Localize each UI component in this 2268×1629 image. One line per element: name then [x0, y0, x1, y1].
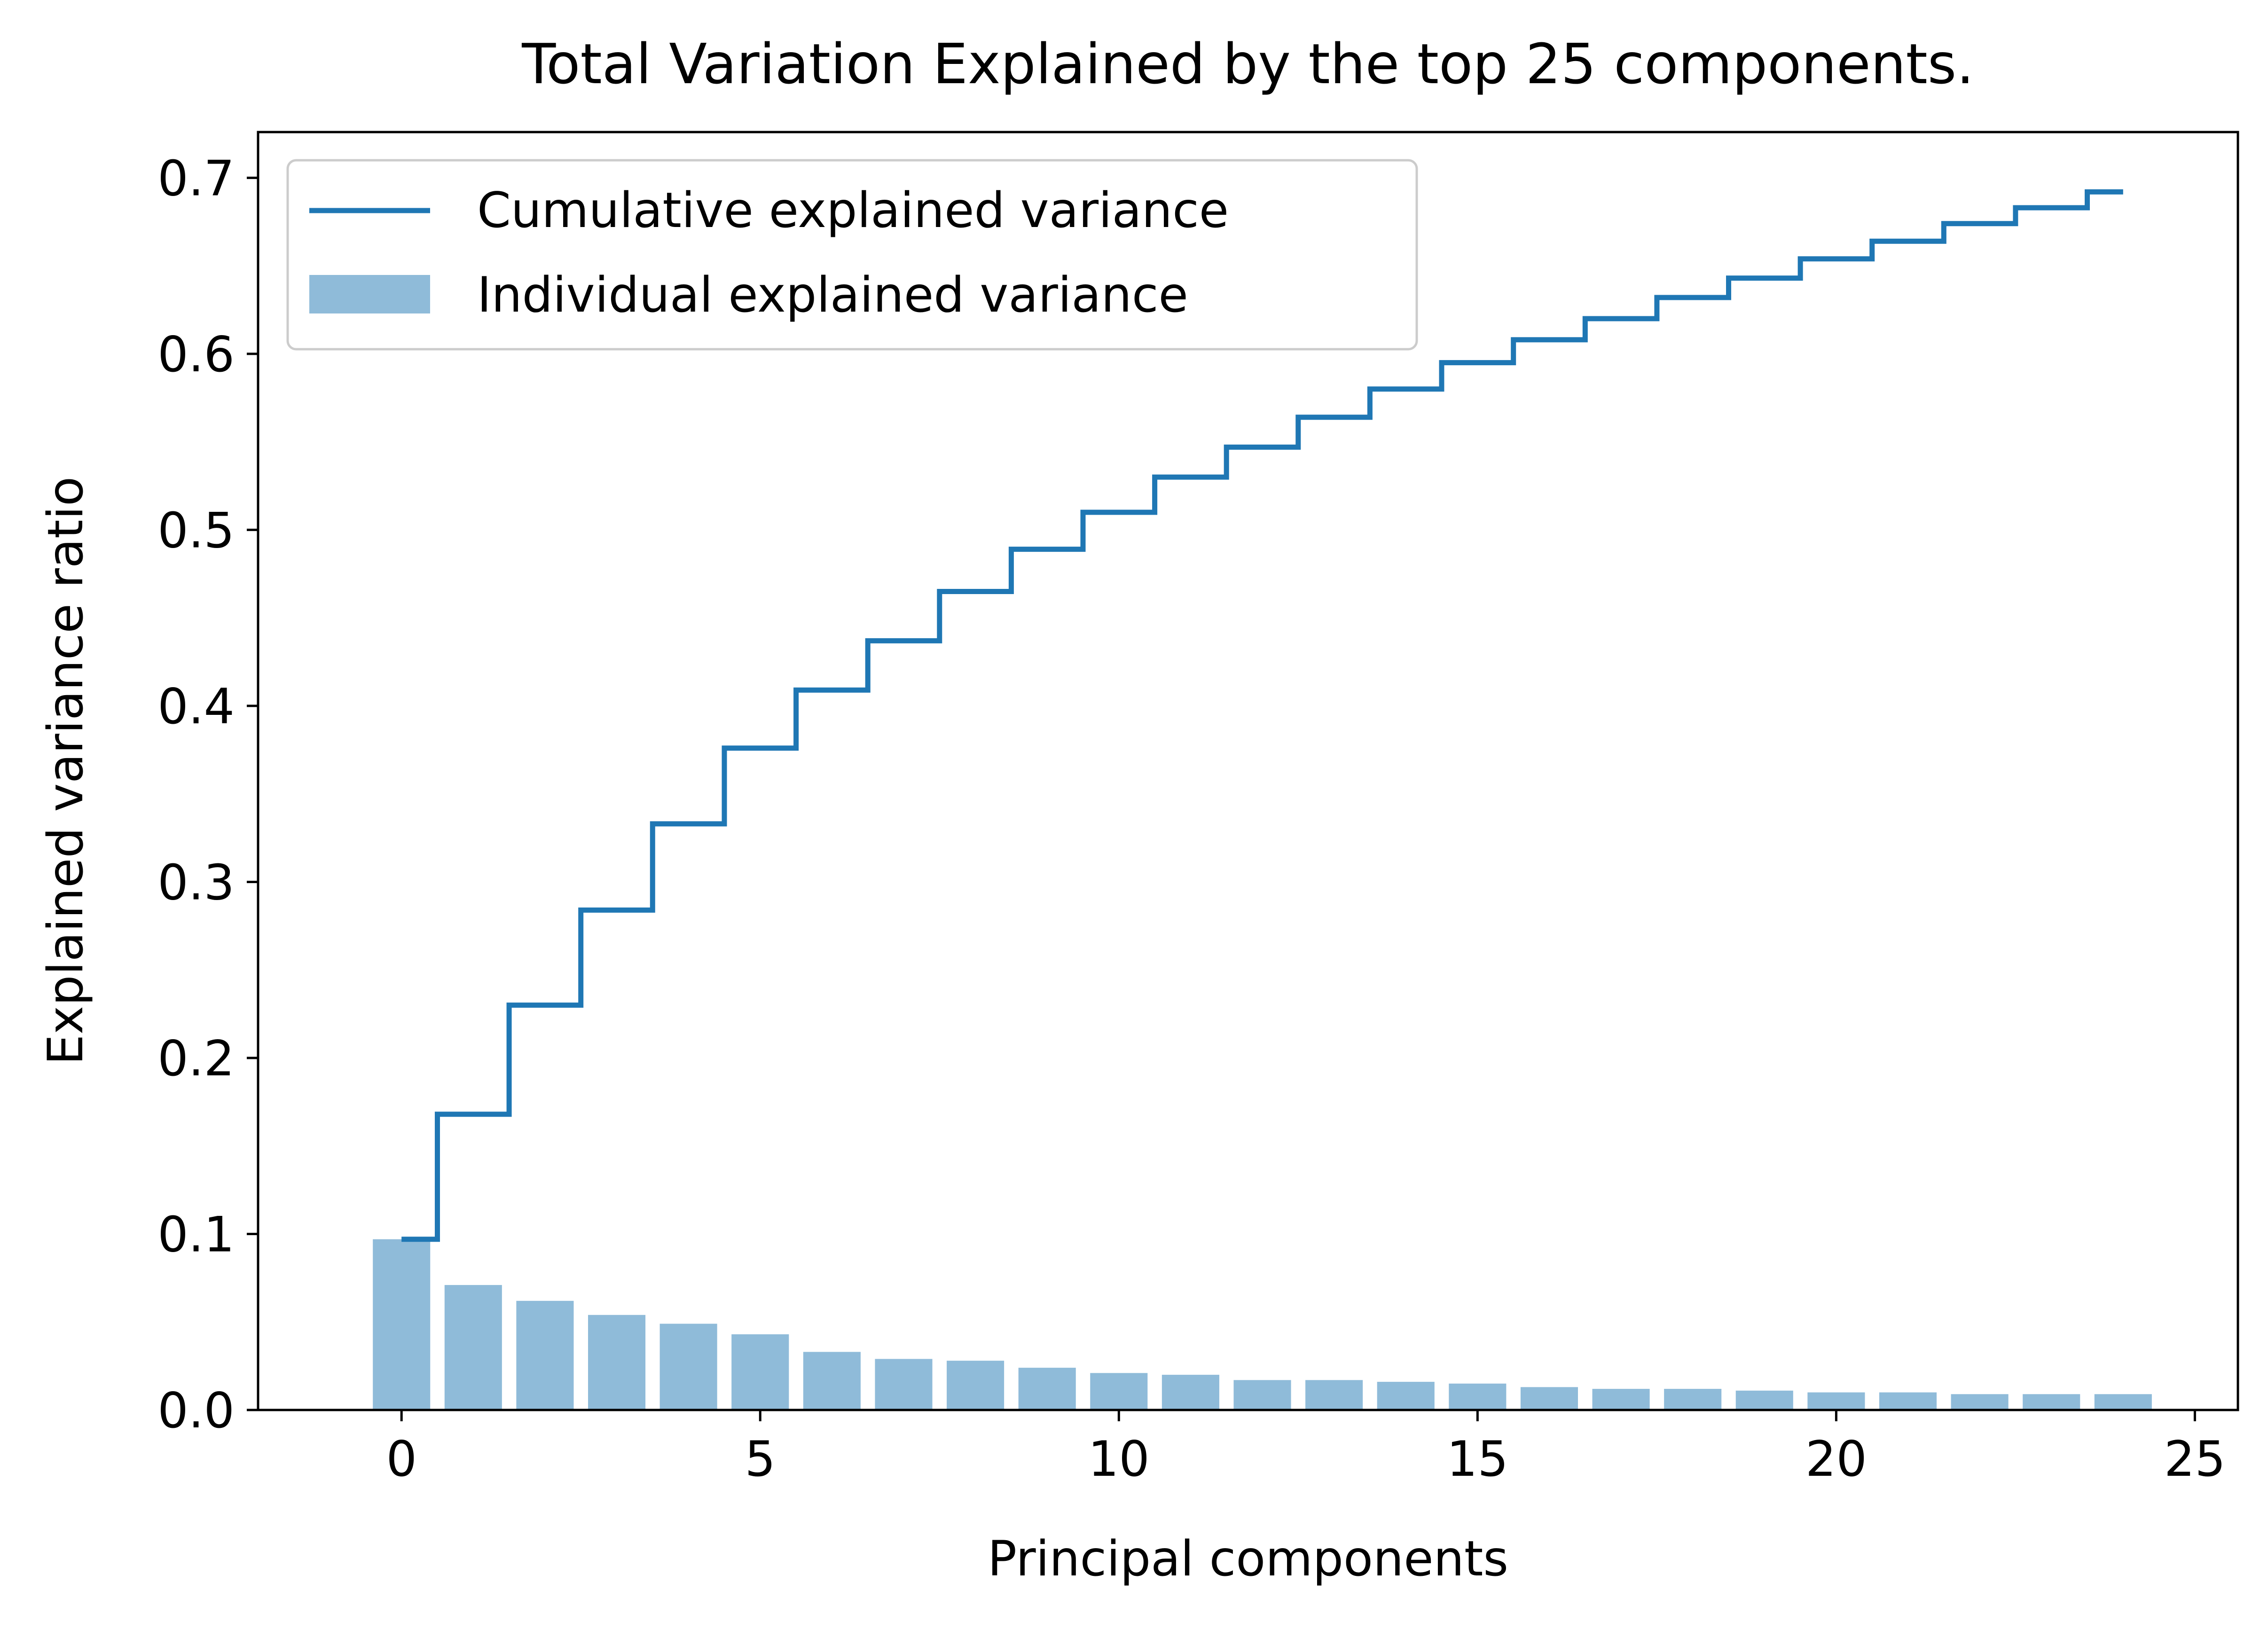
y-tick-label-0.4: 0.4 — [157, 679, 235, 735]
y-axis-label: Explained variance ratio — [38, 477, 94, 1065]
bar-17 — [1592, 1389, 1650, 1410]
bar-1 — [444, 1285, 502, 1410]
bar-15 — [1449, 1383, 1507, 1410]
bar-16 — [1520, 1387, 1578, 1410]
bar-0 — [373, 1239, 431, 1410]
bar-2 — [516, 1300, 574, 1410]
y-tick-label-0.6: 0.6 — [157, 327, 235, 383]
legend-cumulative-label: Cumulative explained variance — [477, 182, 1229, 239]
legend: Cumulative explained variance Individual… — [286, 159, 1418, 351]
x-tick-label-15: 15 — [1447, 1431, 1508, 1488]
bar-11 — [1161, 1375, 1219, 1410]
y-tick-label-0.2: 0.2 — [157, 1031, 235, 1087]
bar-6 — [803, 1352, 861, 1410]
bar-13 — [1305, 1380, 1363, 1410]
x-axis-label: Principal components — [988, 1531, 1508, 1587]
bar-8 — [947, 1361, 1005, 1410]
x-axis-ticks: 0 5 10 15 20 25 — [386, 1410, 2226, 1488]
bar-19 — [1735, 1390, 1793, 1410]
y-tick-label-0.7: 0.7 — [157, 150, 235, 207]
line-layer — [401, 189, 2123, 1242]
plot-frame — [257, 131, 2239, 1411]
bar-23 — [2023, 1394, 2080, 1410]
legend-box — [286, 159, 1418, 351]
x-tick-label-20: 20 — [1805, 1431, 1867, 1488]
x-tick-label-10: 10 — [1088, 1431, 1150, 1488]
y-tick-label-0.3: 0.3 — [157, 854, 235, 911]
x-tick-label-25: 25 — [2164, 1431, 2226, 1488]
bar-20 — [1807, 1392, 1865, 1410]
y-axis-ticks: 0.0 0.1 0.2 0.3 0.4 0.5 0.6 0.7 — [157, 150, 258, 1439]
bar-10 — [1090, 1373, 1148, 1410]
cumulative-variance-line — [401, 189, 2123, 1242]
bar-12 — [1233, 1380, 1291, 1410]
y-tick-label-0.0: 0.0 — [157, 1383, 235, 1439]
bar-5 — [731, 1334, 789, 1410]
bar-24 — [2094, 1394, 2152, 1410]
bar-21 — [1879, 1392, 1937, 1410]
y-tick-label-0.1: 0.1 — [157, 1206, 235, 1263]
legend-individual-label: Individual explained variance — [477, 267, 1188, 323]
chart-title: Total Variation Explained by the top 25 … — [521, 31, 1974, 96]
bar-9 — [1018, 1368, 1076, 1410]
bar-7 — [875, 1359, 933, 1410]
bar-14 — [1377, 1382, 1435, 1410]
y-tick-label-0.5: 0.5 — [157, 502, 235, 559]
x-tick-label-5: 5 — [745, 1431, 776, 1488]
legend-individual-swatch — [309, 275, 430, 313]
bars-layer — [373, 1239, 2152, 1410]
bar-22 — [1951, 1394, 2009, 1410]
x-tick-label-0: 0 — [386, 1431, 417, 1488]
bar-4 — [659, 1324, 717, 1410]
bar-3 — [588, 1315, 646, 1410]
bar-18 — [1664, 1389, 1722, 1410]
